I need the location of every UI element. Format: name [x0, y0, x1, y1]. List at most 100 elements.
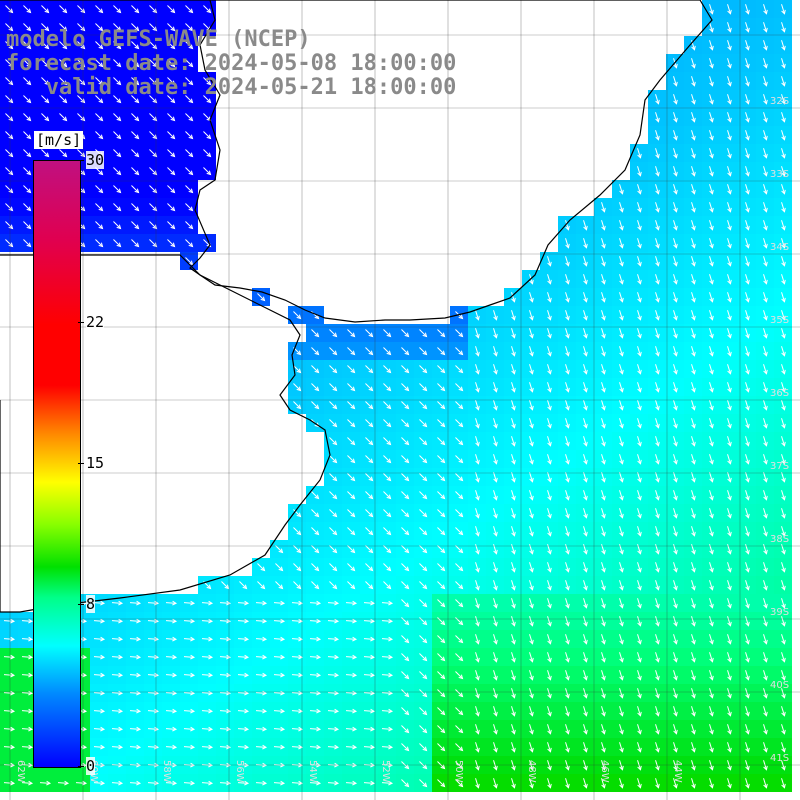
wind-arrow-head	[296, 548, 302, 554]
wind-arrow	[419, 527, 427, 535]
wind-arrow	[565, 706, 569, 716]
wind-arrow	[727, 112, 731, 122]
wind-arrow-head	[727, 513, 732, 519]
wind-arrow-head	[691, 531, 696, 537]
wind-arrow-head	[781, 225, 786, 231]
wind-arrow	[709, 364, 713, 374]
wind-arrow	[691, 472, 695, 482]
wind-arrow-head	[601, 387, 606, 393]
wind-arrow	[437, 599, 445, 607]
wind-arrow	[547, 274, 551, 284]
wind-arrow	[401, 365, 409, 373]
wind-arrow-head	[511, 387, 516, 393]
wind-arrow	[419, 545, 427, 553]
wind-arrow-head	[583, 279, 588, 285]
wind-arrow-head	[673, 639, 678, 645]
wind-arrow	[401, 581, 409, 589]
wind-arrow-head	[422, 368, 428, 374]
wind-arrow	[619, 346, 623, 356]
wind-arrow	[5, 131, 13, 139]
wind-arrow	[745, 166, 749, 176]
wind-arrow-head	[388, 762, 394, 768]
wind-arrow	[93, 620, 105, 622]
wind-arrow	[727, 634, 731, 644]
wind-arrow	[167, 167, 175, 175]
wind-arrow-head	[422, 512, 428, 518]
wind-arrow	[655, 652, 659, 662]
wind-arrow-head	[565, 369, 570, 375]
wind-arrow-head	[458, 476, 464, 482]
wind-arrow-head	[422, 476, 428, 482]
wind-arrow-head	[745, 9, 750, 15]
longitude-label: 58W	[161, 760, 172, 783]
wind-arrow	[529, 400, 533, 410]
wind-arrow-head	[188, 260, 194, 266]
wind-arrow-head	[370, 780, 376, 786]
colorbar-tick-label: 8	[86, 595, 96, 614]
wind-arrow-head	[511, 585, 516, 591]
wind-arrow-head	[170, 224, 176, 230]
wind-arrow-head	[458, 710, 464, 716]
wind-arrow-head	[440, 350, 446, 356]
wind-arrow	[493, 778, 497, 788]
wind-arrow	[219, 728, 231, 730]
wind-arrow-head	[100, 636, 106, 642]
wind-arrow-head	[655, 675, 660, 681]
wind-arrow	[727, 454, 731, 464]
wind-arrow-head	[458, 422, 464, 428]
wind-arrow-head	[226, 762, 232, 768]
wind-arrow-head	[116, 26, 122, 32]
wind-arrow-head	[368, 476, 374, 482]
wind-arrow-head	[781, 99, 786, 105]
wind-arrow-head	[655, 135, 660, 141]
wind-arrow	[709, 22, 713, 32]
wind-arrow	[619, 238, 623, 248]
wind-arrow	[419, 437, 427, 445]
wind-arrow-head	[691, 639, 696, 645]
wind-arrow-head	[314, 548, 320, 554]
wind-arrow-head	[673, 333, 678, 339]
wind-arrow	[655, 238, 659, 248]
wind-arrow-head	[673, 153, 678, 159]
wind-arrow	[763, 58, 767, 68]
wind-arrow-head	[673, 747, 678, 753]
wind-arrow	[727, 40, 731, 50]
wind-arrow	[565, 328, 569, 338]
wind-arrow	[727, 292, 731, 302]
wind-arrow-head	[172, 744, 178, 750]
wind-arrow	[745, 742, 749, 752]
wind-arrow	[311, 383, 319, 391]
wind-arrow-head	[458, 512, 464, 518]
wind-arrow	[149, 239, 157, 247]
wind-arrow	[745, 490, 749, 500]
wind-arrow	[401, 707, 409, 715]
wind-arrow-head	[601, 423, 606, 429]
wind-arrow-head	[62, 44, 68, 50]
wind-arrow-head	[458, 692, 464, 698]
wind-arrow	[745, 328, 749, 338]
wind-arrow	[327, 656, 339, 658]
wind-arrow	[673, 112, 677, 122]
wind-arrow-head	[691, 729, 696, 735]
wind-arrow-head	[655, 207, 660, 213]
wind-arrow	[77, 23, 85, 31]
wind-arrow-head	[709, 387, 714, 393]
wind-arrow-head	[458, 638, 464, 644]
wind-arrow	[745, 454, 749, 464]
wind-arrow-head	[727, 333, 732, 339]
wind-arrow-head	[529, 495, 534, 501]
wind-arrow	[691, 706, 695, 716]
wind-arrow-head	[673, 207, 678, 213]
wind-arrow-head	[601, 243, 606, 249]
wind-arrow	[57, 782, 69, 784]
wind-arrow-head	[116, 170, 122, 176]
wind-arrow-head	[619, 783, 624, 789]
wind-arrow	[201, 602, 213, 604]
wind-arrow	[709, 688, 713, 698]
wind-arrow	[601, 328, 605, 338]
wind-arrow	[363, 782, 375, 784]
wind-arrow	[763, 778, 767, 788]
wind-arrow-head	[601, 405, 606, 411]
wind-arrow	[273, 620, 285, 622]
wind-arrow-head	[691, 675, 696, 681]
